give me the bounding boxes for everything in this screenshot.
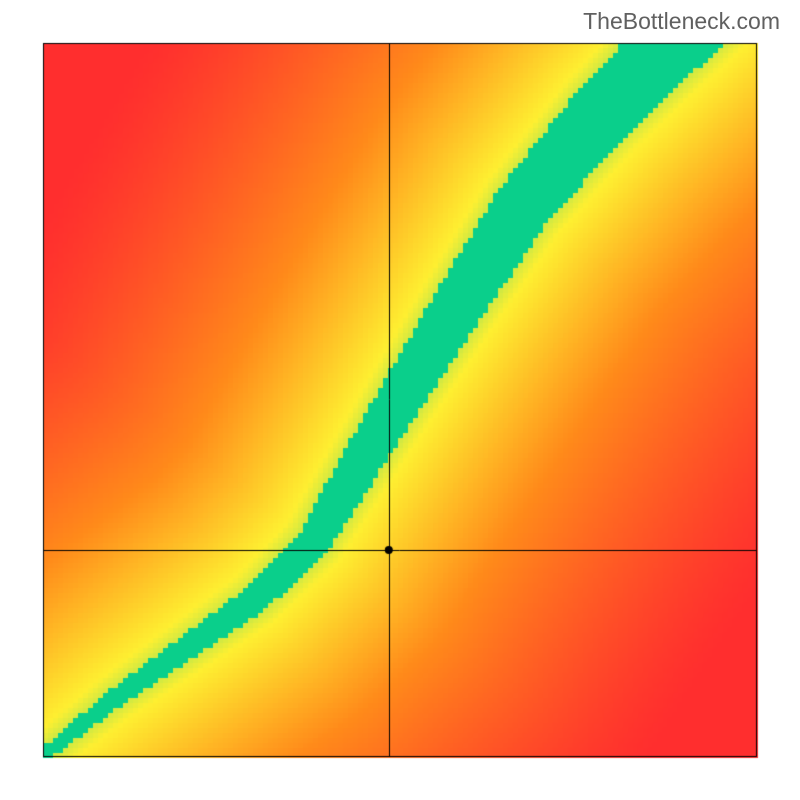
chart-container: TheBottleneck.com <box>0 0 800 800</box>
heatmap-canvas <box>0 0 800 800</box>
watermark-text: TheBottleneck.com <box>583 8 780 35</box>
